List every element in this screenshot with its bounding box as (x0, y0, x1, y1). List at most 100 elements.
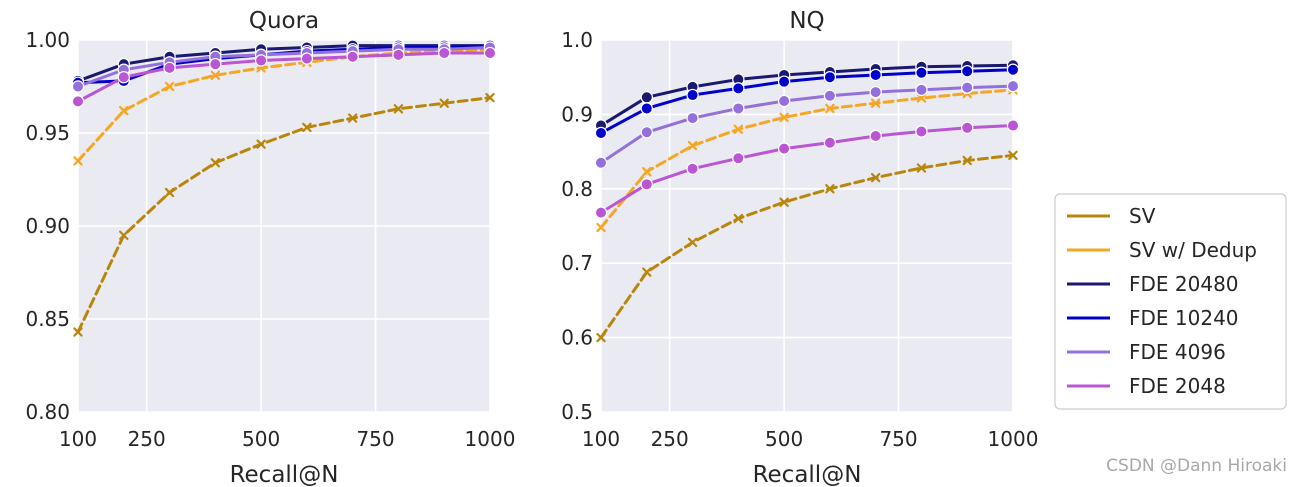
nq-point-fde-4096-200 (640, 126, 653, 139)
quora-point-sv-800 (393, 104, 404, 114)
watermark: CSDN @Dann Hiroaki (1106, 456, 1287, 476)
nq-point-fde-4096-800 (915, 83, 928, 97)
nq-series-line-fde-4096 (599, 84, 1015, 165)
nq-point-sv-800 (916, 163, 927, 173)
nq-point-fde-10240-800 (915, 66, 928, 79)
quora-point-sv-600 (302, 122, 312, 133)
plot-quora: 100 250 500 750 1000 0.80 0.85 0.90 0.95 1.00 Reca… (25, 8, 515, 487)
quora-y-tick-label: 0.85 (25, 307, 70, 331)
nq-x-tick-label: 250 (651, 427, 689, 451)
nq-y-tick-label: 0.9 (561, 102, 593, 126)
nq-point-fde-2048-500 (777, 142, 791, 155)
nq-point-fde-10240-200 (640, 102, 653, 115)
nq-point-fde-10240-900 (961, 65, 974, 78)
legend: SV SV w/ Dedup FDE 20480 FDE 10240 FDE 4096 F… (1054, 193, 1287, 410)
nq-point-fde-2048-800 (915, 125, 928, 138)
nq-y-tick-label: 0.6 (561, 326, 593, 350)
nq-point-fde-4096-500 (777, 94, 791, 108)
nq-y-tick-label: 0.8 (561, 177, 593, 201)
nq-series-line-sv-w-dedup (599, 88, 1015, 229)
legend-label-fde-10240: FDE 10240 (1129, 306, 1239, 330)
quora-x-tick-label: 100 (59, 427, 97, 451)
nq-point-fde-10240-500 (777, 75, 791, 88)
nq-point-sv-w-dedup-600 (825, 103, 835, 114)
nq-series-line-fde-10240 (599, 68, 1015, 135)
quora-x-tick-label: 500 (242, 427, 280, 451)
quora-x-tick-label: 1000 (465, 427, 516, 451)
quora-point-fde-2048-200 (117, 70, 130, 84)
quora-point-sv-w-dedup-400 (210, 70, 221, 81)
nq-point-sv-w-dedup-100 (596, 222, 606, 233)
quora-point-sv-500 (256, 139, 266, 149)
quora-point-fde-2048-300 (163, 61, 176, 75)
legend-label-fde-2048: FDE 2048 (1129, 374, 1226, 398)
nq-point-fde-2048-200 (640, 178, 653, 191)
nq-title: NQ (789, 8, 824, 34)
quora-point-sv-w-dedup-300 (164, 81, 175, 92)
nq-point-sv-w-dedup-800 (916, 93, 927, 103)
nq-point-sv-w-dedup-200 (642, 166, 652, 177)
nq-x-tick-label: 750 (879, 427, 917, 451)
quora-point-fde-4096-100 (71, 80, 85, 93)
nq-point-fde-4096-600 (823, 89, 837, 103)
quora-point-sv-1000 (485, 92, 495, 103)
quora-y-tick-label: 0.80 (25, 400, 70, 424)
nq-point-fde-4096-900 (961, 81, 974, 94)
nq-series-line-sv (599, 153, 1015, 340)
legend-label-fde-20480: FDE 20480 (1129, 272, 1239, 296)
quora-point-sv-400 (210, 158, 221, 168)
nq-point-fde-10240-300 (686, 88, 699, 102)
legend-label-fde-4096: FDE 4096 (1129, 340, 1226, 364)
quora-series-line-sv-w-dedup (76, 47, 492, 163)
quora-point-sv-w-dedup-200 (119, 105, 129, 116)
quora-x-axis-label: Recall@N (230, 462, 339, 487)
legend-box (1054, 193, 1287, 410)
quora-x-tick-label: 750 (356, 427, 394, 451)
nq-point-sv-200 (642, 267, 652, 277)
nq-point-fde-2048-400 (732, 152, 745, 165)
nq-y-tick-label: 0.5 (561, 400, 593, 424)
nq-x-tick-label: 500 (765, 427, 803, 451)
nq-point-sv-600 (825, 184, 835, 194)
nq-series-line-fde-2048 (599, 124, 1015, 215)
nq-point-fde-4096-700 (869, 85, 882, 99)
legend-label-sv: SV (1129, 204, 1156, 228)
quora-y-tick-label: 0.95 (25, 121, 70, 145)
quora-point-sv-w-dedup-100 (73, 156, 83, 166)
nq-series-line-fde-20480 (599, 63, 1015, 128)
nq-point-sv-300 (687, 237, 698, 248)
nq-point-sv-100 (596, 332, 606, 343)
quora-y-tick-label: 1.00 (25, 28, 70, 52)
nq-point-sv-w-dedup-300 (687, 140, 698, 151)
nq-x-axis-label: Recall@N (753, 462, 862, 487)
quora-point-fde-2048-100 (71, 95, 85, 108)
quora-point-fde-2048-600 (300, 52, 314, 65)
nq-point-fde-4096-1000 (1006, 79, 1020, 93)
legend-label-sv-w-dedup: SV w/ Dedup (1129, 238, 1257, 262)
nq-point-fde-4096-300 (686, 111, 699, 125)
nq-plot-area (601, 40, 1013, 412)
nq-point-sv-w-dedup-400 (733, 124, 744, 134)
plot-nq: 100 250 500 750 1000 0.5 0.6 0.7 0.8 0.9 1.0 Recall… (561, 8, 1038, 487)
quora-point-fde-2048-1000 (483, 46, 497, 60)
quora-title: Quora (249, 8, 319, 34)
nq-y-tick-label: 1.0 (561, 28, 593, 52)
nq-point-fde-2048-700 (869, 129, 882, 143)
quora-point-fde-2048-700 (346, 50, 359, 63)
quora-point-sv-300 (164, 187, 175, 198)
quora-series-line-fde-2048 (76, 51, 492, 103)
quora-series-line-fde-4096 (76, 45, 492, 88)
nq-point-fde-2048-100 (594, 206, 608, 219)
nq-x-tick-label: 1000 (988, 427, 1039, 451)
nq-point-fde-2048-300 (686, 162, 699, 175)
quora-point-sv-700 (347, 113, 358, 123)
nq-point-sv-1000 (1008, 150, 1018, 161)
quora-point-fde-2048-900 (438, 46, 451, 60)
quora-series-line-sv (76, 96, 492, 334)
quora-point-sv-200 (119, 230, 129, 240)
nq-point-fde-2048-600 (823, 136, 837, 149)
nq-point-sv-700 (870, 172, 881, 183)
nq-point-fde-10240-100 (594, 126, 608, 140)
nq-point-sv-400 (733, 213, 744, 224)
